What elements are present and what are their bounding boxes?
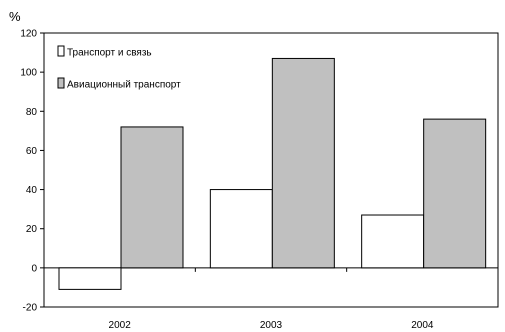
y-tick-label: 40 bbox=[26, 185, 38, 196]
y-tick-label: -20 bbox=[23, 303, 38, 314]
bar-transport-communication bbox=[58, 267, 122, 290]
bar-transport-communication bbox=[209, 189, 273, 269]
legend-label: Транспорт и связь bbox=[67, 48, 152, 59]
y-axis-unit-label: % bbox=[9, 9, 21, 24]
bars bbox=[58, 57, 487, 290]
x-tick-label: 2004 bbox=[411, 320, 434, 331]
plot-frame bbox=[43, 32, 499, 308]
y-tick-label: 100 bbox=[20, 68, 37, 79]
legend: Транспорт и связь Авиационный транспорт bbox=[57, 45, 181, 91]
x-tick-label: 2002 bbox=[109, 320, 132, 331]
plot-area-border bbox=[43, 32, 499, 308]
y-tick-label: 120 bbox=[20, 29, 37, 40]
x-tick-label: 2003 bbox=[260, 320, 283, 331]
y-axis-ticks: -20 0 20 40 60 80 100 120 bbox=[20, 29, 44, 314]
bar-air-transport bbox=[271, 57, 335, 269]
legend-swatch bbox=[57, 45, 65, 57]
bar-transport-communication bbox=[361, 214, 425, 269]
bar-air-transport bbox=[423, 118, 487, 269]
bar-air-transport bbox=[120, 126, 184, 269]
y-tick-label: 60 bbox=[26, 146, 38, 157]
y-tick-label: 20 bbox=[26, 224, 38, 235]
legend-label: Авиационный транспорт bbox=[67, 80, 181, 91]
y-tick-label: 0 bbox=[31, 263, 37, 274]
y-tick-label: 80 bbox=[26, 107, 38, 118]
legend-swatch bbox=[57, 77, 65, 89]
